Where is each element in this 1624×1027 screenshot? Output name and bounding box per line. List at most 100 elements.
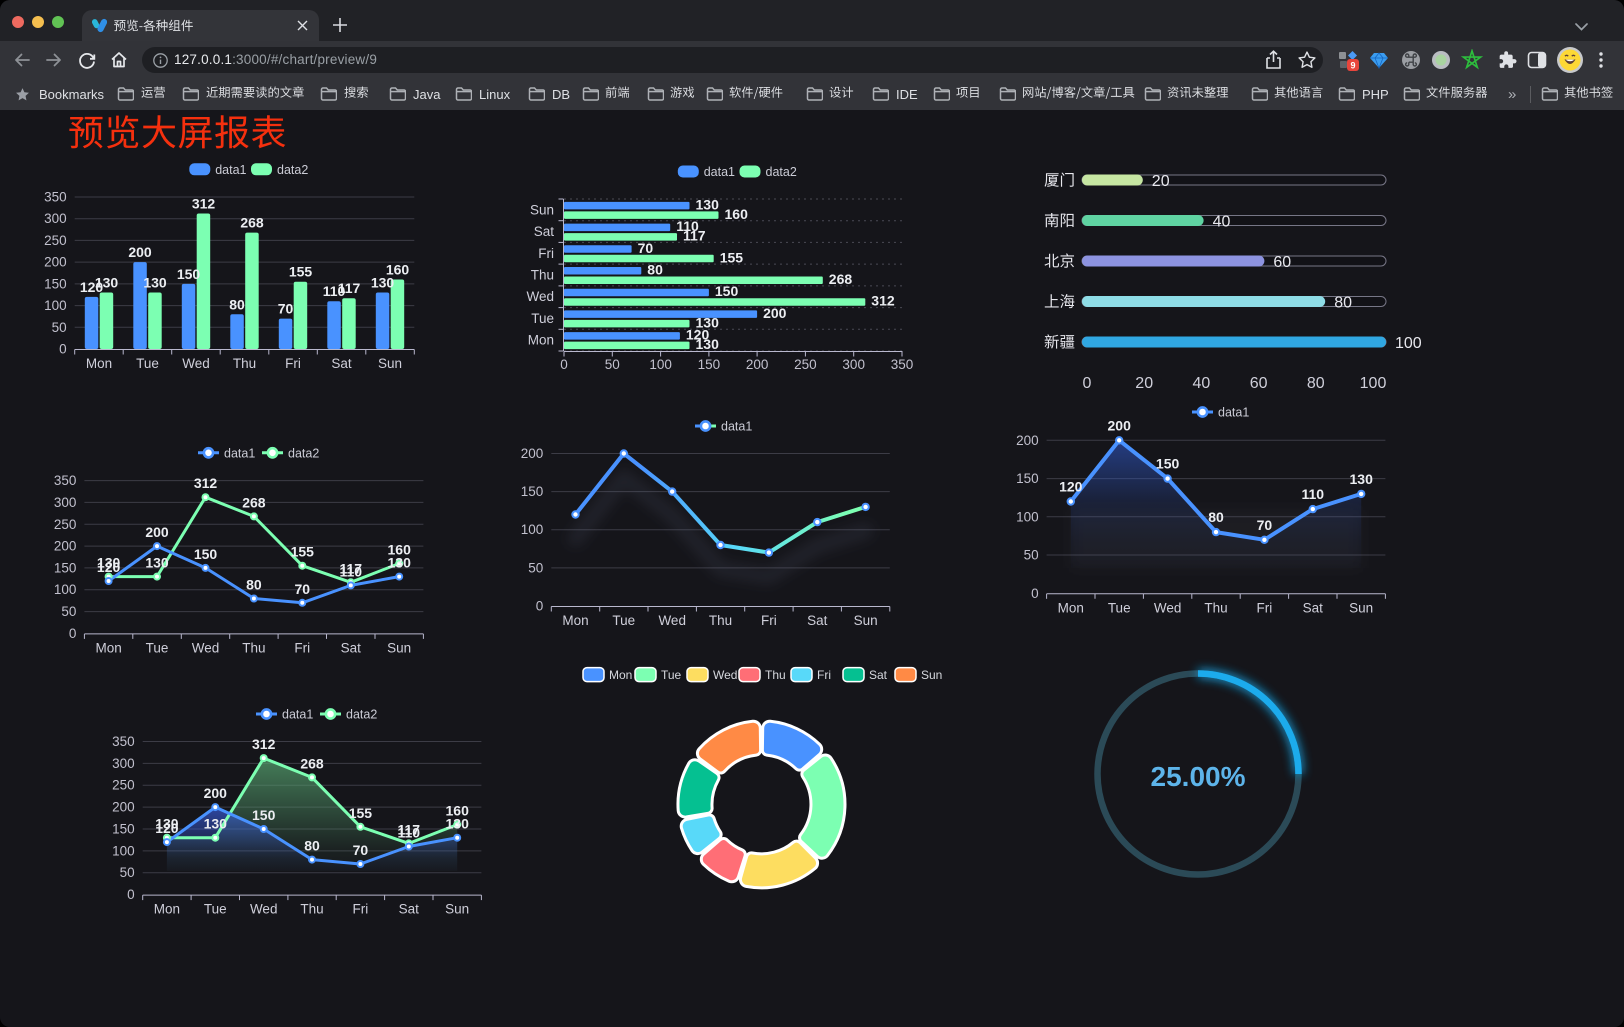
svg-text:0: 0 — [127, 887, 135, 902]
svg-text:155: 155 — [349, 805, 373, 821]
svg-text:Thu: Thu — [531, 268, 554, 283]
svg-text:110: 110 — [323, 283, 346, 299]
svg-text:130: 130 — [696, 196, 720, 212]
svg-text:100: 100 — [1360, 375, 1387, 392]
svg-text:Sat: Sat — [331, 356, 352, 371]
svg-text:200: 200 — [145, 524, 169, 540]
svg-text:50: 50 — [528, 560, 543, 575]
svg-text:Fri: Fri — [353, 902, 369, 917]
svg-text:200: 200 — [44, 255, 67, 270]
svg-text:data1: data1 — [224, 446, 255, 460]
svg-text:0: 0 — [536, 599, 544, 614]
svg-text:Mon: Mon — [154, 902, 180, 917]
svg-text:Tue: Tue — [531, 311, 554, 326]
svg-text:300: 300 — [44, 211, 67, 226]
svg-text:Fri: Fri — [294, 640, 310, 655]
svg-text:120: 120 — [155, 820, 179, 836]
svg-text:70: 70 — [278, 301, 294, 317]
svg-text:Mon: Mon — [562, 613, 588, 628]
svg-text:312: 312 — [194, 475, 218, 491]
svg-text:40: 40 — [1213, 214, 1231, 231]
svg-text:60: 60 — [1250, 375, 1268, 392]
svg-text:data1: data1 — [282, 708, 313, 722]
svg-text:350: 350 — [44, 190, 67, 205]
svg-text:155: 155 — [291, 544, 315, 560]
svg-text:Thu: Thu — [1204, 600, 1227, 615]
svg-text:150: 150 — [44, 276, 67, 291]
svg-text:117: 117 — [340, 560, 363, 576]
svg-text:300: 300 — [112, 756, 135, 771]
svg-text:160: 160 — [388, 542, 412, 558]
svg-text:data1: data1 — [704, 165, 735, 179]
svg-text:20: 20 — [1135, 375, 1153, 392]
svg-text:80: 80 — [304, 838, 320, 854]
svg-text:Thu: Thu — [709, 613, 732, 628]
svg-text:130: 130 — [143, 275, 167, 291]
svg-text:350: 350 — [112, 734, 135, 749]
svg-text:data1: data1 — [1218, 406, 1249, 420]
svg-text:80: 80 — [246, 577, 262, 593]
svg-text:120: 120 — [97, 559, 121, 575]
svg-text:350: 350 — [891, 357, 914, 372]
svg-text:Sat: Sat — [399, 902, 420, 917]
svg-text:200: 200 — [128, 244, 152, 260]
svg-text:data2: data2 — [277, 163, 308, 177]
svg-text:50: 50 — [1024, 548, 1039, 563]
svg-text:150: 150 — [54, 560, 77, 575]
svg-text:155: 155 — [720, 249, 744, 265]
svg-text:Sun: Sun — [921, 668, 942, 682]
svg-text:Mon: Mon — [95, 640, 121, 655]
svg-text:Wed: Wed — [182, 356, 210, 371]
svg-text:Thu: Thu — [233, 356, 256, 371]
svg-text:Tue: Tue — [612, 613, 635, 628]
svg-text:268: 268 — [829, 271, 853, 287]
svg-text:200: 200 — [112, 800, 135, 815]
svg-text:Fri: Fri — [538, 246, 554, 261]
svg-text:117: 117 — [398, 821, 421, 837]
svg-text:250: 250 — [44, 233, 67, 248]
svg-text:200: 200 — [1016, 433, 1039, 448]
svg-text:130: 130 — [446, 816, 470, 832]
svg-text:100: 100 — [649, 357, 672, 372]
svg-text:Fri: Fri — [1257, 600, 1273, 615]
svg-text:Thu: Thu — [300, 902, 323, 917]
svg-text:130: 130 — [696, 314, 720, 330]
svg-text:Mon: Mon — [609, 668, 632, 682]
svg-text:70: 70 — [353, 842, 369, 858]
svg-text:Tue: Tue — [661, 668, 682, 682]
svg-text:130: 130 — [155, 816, 179, 832]
svg-text:20: 20 — [1152, 173, 1170, 190]
svg-text:130: 130 — [97, 555, 121, 571]
svg-text:50: 50 — [52, 320, 67, 335]
svg-text:160: 160 — [446, 803, 470, 819]
svg-text:Sun: Sun — [445, 902, 469, 917]
svg-text:120: 120 — [1059, 479, 1083, 495]
svg-text:25.00%: 25.00% — [1151, 761, 1246, 792]
svg-text:130: 130 — [145, 555, 169, 571]
svg-text:Sat: Sat — [341, 640, 362, 655]
svg-text:Wed: Wed — [250, 902, 278, 917]
svg-text:0: 0 — [69, 626, 77, 641]
svg-text:80: 80 — [1334, 295, 1352, 312]
svg-text:Wed: Wed — [526, 289, 554, 304]
svg-text:Tue: Tue — [146, 640, 169, 655]
svg-text:Wed: Wed — [658, 613, 686, 628]
svg-text:110: 110 — [340, 563, 363, 579]
svg-text:Sun: Sun — [854, 613, 878, 628]
svg-text:150: 150 — [1016, 471, 1039, 486]
svg-text:80: 80 — [1307, 375, 1325, 392]
svg-text:Thu: Thu — [242, 640, 265, 655]
svg-text:50: 50 — [120, 865, 135, 880]
svg-text:9: 9 — [1350, 61, 1355, 71]
svg-text:Fri: Fri — [817, 668, 831, 682]
svg-text:250: 250 — [112, 778, 135, 793]
svg-text:160: 160 — [386, 262, 410, 278]
svg-text:100: 100 — [44, 298, 67, 313]
svg-text:130: 130 — [696, 336, 720, 352]
svg-text:Sat: Sat — [534, 224, 555, 239]
svg-text:70: 70 — [638, 240, 654, 256]
svg-text:0: 0 — [59, 342, 67, 357]
svg-text:130: 130 — [204, 816, 228, 832]
svg-text:Wed: Wed — [1154, 600, 1182, 615]
svg-text:200: 200 — [763, 305, 787, 321]
